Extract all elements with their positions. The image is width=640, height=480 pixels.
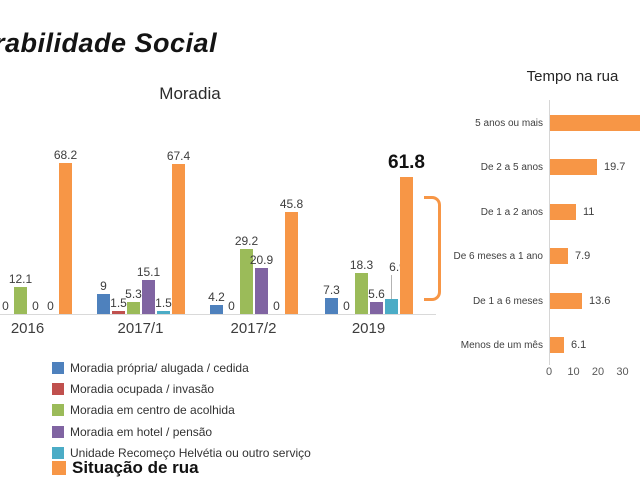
tempo-y-axis (549, 100, 550, 365)
tempo-na-rua-chart-title: Tempo na rua (526, 68, 619, 85)
moradia-bar (285, 212, 298, 314)
moradia-bar (127, 302, 140, 314)
moradia-value-label: 0 (273, 299, 280, 313)
tempo-x-tick-label: 20 (591, 366, 605, 378)
legend-swatch (52, 404, 64, 417)
moradia-value-label: 29.2 (234, 234, 259, 248)
moradia-bar (142, 280, 155, 314)
moradia-value-label: 5.6 (368, 287, 385, 301)
tempo-x-tick-label: 10 (567, 366, 580, 378)
bracket-connector (424, 196, 441, 301)
moradia-value-label: 20.9 (249, 253, 274, 267)
moradia-bar (240, 249, 253, 314)
moradia-bar (385, 299, 398, 314)
tempo-value-label: 6.1 (571, 339, 587, 351)
moradia-x-axis-label: 2017/2 (230, 320, 277, 337)
moradia-bar (14, 287, 27, 314)
moradia-value-label: 68.2 (53, 148, 78, 162)
tempo-x-tick-label: 30 (616, 366, 629, 378)
tempo-value-label: 7.9 (575, 250, 591, 262)
moradia-bar (355, 273, 368, 314)
moradia-bar (255, 268, 268, 314)
tempo-value-label: 13.6 (589, 295, 611, 307)
legend-swatch (52, 461, 66, 475)
moradia-value-label: 0 (228, 299, 235, 313)
tempo-category-label: De 1 a 6 meses (472, 296, 543, 307)
tempo-category-label: De 2 a 5 anos (480, 162, 543, 173)
moradia-bar (400, 177, 413, 314)
moradia-bar (59, 163, 72, 314)
tempo-value-label: 19.7 (604, 161, 626, 173)
legend-item-label: Unidade Recomeço Helvétia ou outro servi… (70, 445, 311, 460)
moradia-value-label: 61.8 (388, 152, 425, 173)
legend-item-label: Moradia em hotel / pensão (70, 424, 213, 439)
moradia-x-axis-label: 2019 (351, 320, 386, 337)
moradia-bar (370, 302, 383, 314)
tempo-value-label: 11 (583, 206, 595, 218)
moradia-bar (325, 298, 338, 314)
moradia-bar (157, 311, 170, 314)
tempo-x-tick-label: 0 (545, 366, 553, 378)
moradia-value-label: 0 (2, 299, 9, 313)
tempo-bar (549, 204, 576, 220)
legend-swatch (52, 383, 64, 396)
legend-item-label: Situação de rua (72, 458, 199, 477)
moradia-value-label: 5.3 (125, 287, 142, 301)
tempo-category-label: De 1 a 2 anos (480, 207, 543, 218)
moradia-value-label: 1.5 (155, 296, 172, 310)
moradia-value-label: 4.2 (208, 290, 225, 304)
moradia-chart-title: Moradia (159, 84, 221, 103)
moradia-value-label: 45.8 (279, 197, 304, 211)
tempo-category-label: 5 anos ou mais (475, 118, 543, 129)
tempo-bar (549, 248, 568, 264)
legend-item-label: Moradia própria/ alugada / cedida (70, 361, 249, 375)
slide-title: rabilidade Social (0, 28, 218, 58)
legend-swatch (52, 362, 64, 374)
moradia-bar (97, 294, 110, 314)
moradia-value-label: 0 (32, 299, 39, 313)
moradia-bar (210, 305, 223, 314)
label-leader-line (391, 275, 392, 299)
moradia-value-label: 0 (343, 299, 350, 313)
moradia-bar (112, 311, 125, 314)
moradia-value-label: 18.3 (349, 258, 374, 272)
moradia-value-label: 15.1 (136, 265, 161, 279)
tempo-bar (549, 293, 582, 309)
legend-swatch (52, 446, 64, 459)
moradia-value-label: 67.4 (166, 149, 191, 163)
moradia-x-axis (0, 314, 436, 315)
tempo-bar (549, 159, 597, 175)
legend-swatch (52, 425, 64, 438)
moradia-value-label: 1.5 (110, 296, 127, 310)
moradia-x-axis-label: 2016 (10, 320, 45, 337)
tempo-category-label: Menos de um mês (460, 340, 543, 351)
moradia-value-label: 9 (100, 279, 107, 293)
moradia-value-label: 7.3 (323, 283, 340, 297)
moradia-x-axis-label: 2017/1 (117, 320, 164, 337)
moradia-value-label: 0 (47, 299, 54, 313)
tempo-bar (549, 337, 564, 353)
legend-item-label: Moradia ocupada / invasão (70, 382, 215, 397)
legend-item-label: Moradia em centro de acolhida (70, 403, 235, 418)
tempo-bar (549, 115, 640, 131)
tempo-category-label: De 6 meses a 1 ano (453, 251, 544, 262)
moradia-bar (172, 164, 185, 314)
moradia-value-label: 12.1 (8, 272, 33, 286)
